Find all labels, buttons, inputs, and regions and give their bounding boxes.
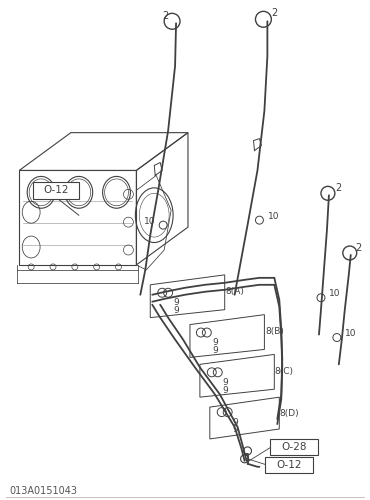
Text: 8(D): 8(D) xyxy=(279,408,299,418)
Text: 2: 2 xyxy=(356,243,362,253)
FancyBboxPatch shape xyxy=(33,182,79,199)
Text: 2: 2 xyxy=(162,12,168,22)
Text: 9: 9 xyxy=(212,346,218,355)
Text: 2: 2 xyxy=(271,8,278,18)
Text: 10: 10 xyxy=(345,329,357,338)
Text: 9: 9 xyxy=(212,338,218,347)
Text: 10: 10 xyxy=(144,216,155,226)
Text: 9: 9 xyxy=(233,418,239,426)
Text: 8(A): 8(A) xyxy=(225,288,244,296)
Text: 10: 10 xyxy=(268,212,279,220)
Text: 9: 9 xyxy=(173,298,179,307)
Text: 9: 9 xyxy=(233,426,239,434)
Text: O-12: O-12 xyxy=(43,186,69,196)
Text: 013A0151043: 013A0151043 xyxy=(9,486,77,496)
Text: 10: 10 xyxy=(329,290,341,298)
Text: 9: 9 xyxy=(223,378,229,387)
FancyBboxPatch shape xyxy=(270,439,318,455)
Text: 9: 9 xyxy=(223,386,229,394)
Text: O-28: O-28 xyxy=(282,442,307,452)
Text: 9: 9 xyxy=(173,306,179,315)
Text: 8(C): 8(C) xyxy=(275,367,294,376)
FancyBboxPatch shape xyxy=(265,457,313,473)
Text: 2: 2 xyxy=(336,184,342,194)
Text: 8(B): 8(B) xyxy=(265,327,284,336)
Text: O-12: O-12 xyxy=(276,460,302,470)
